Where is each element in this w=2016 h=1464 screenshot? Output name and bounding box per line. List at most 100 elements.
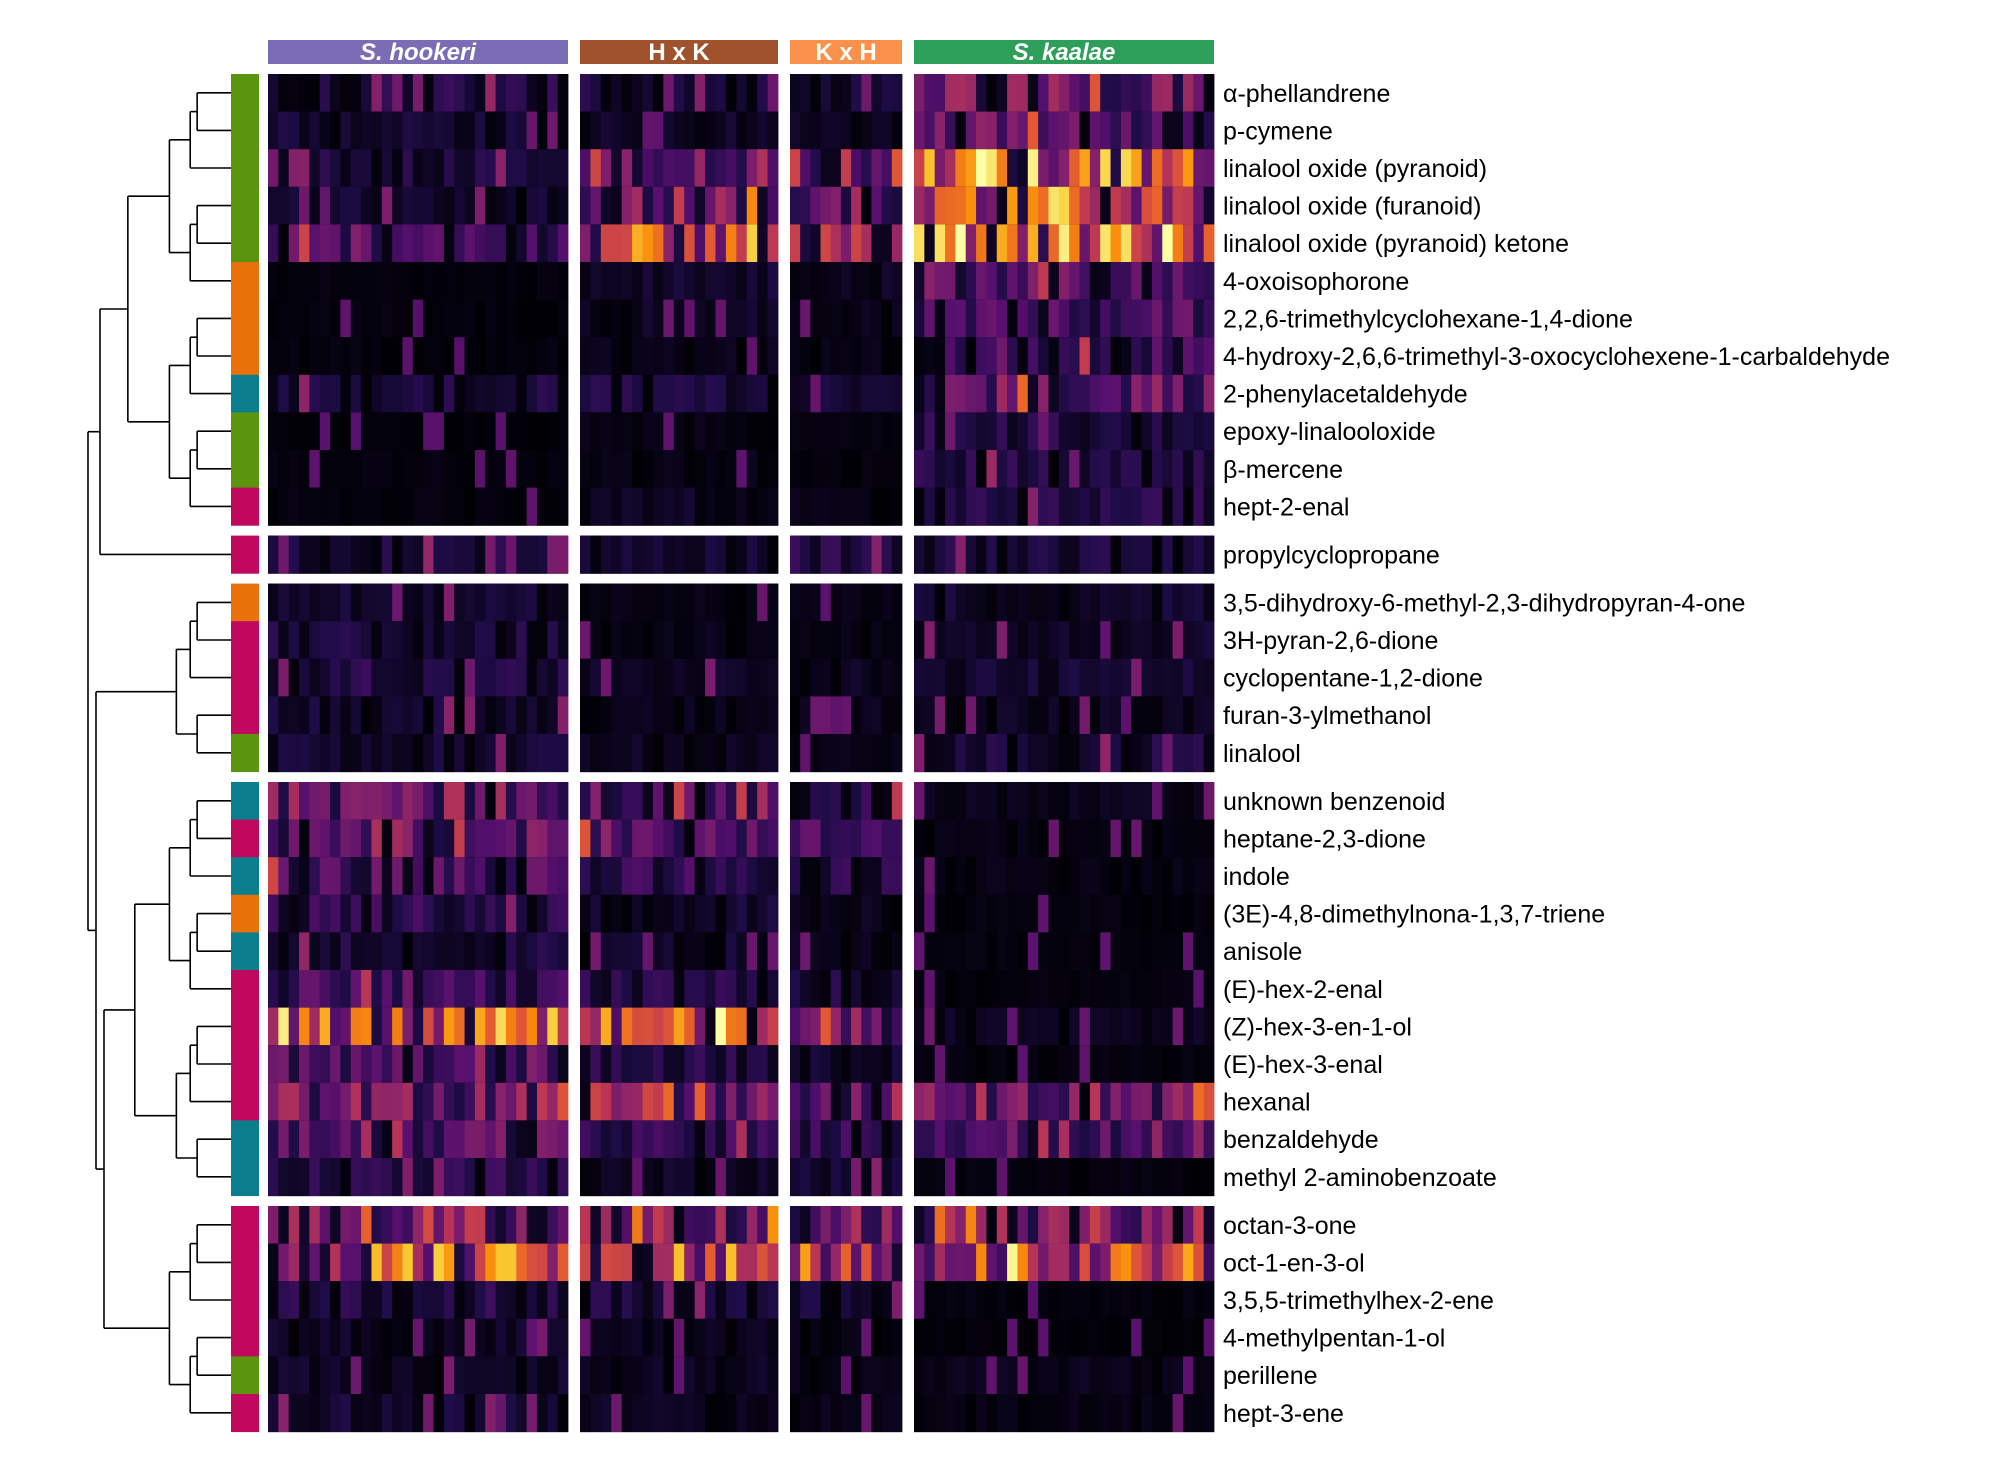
heatmap-cell	[652, 621, 664, 660]
heatmap-cell	[402, 450, 414, 489]
heatmap-cell	[1162, 535, 1174, 574]
heatmap-cell	[684, 1318, 696, 1357]
heatmap-cell	[547, 894, 559, 933]
heatmap-cell	[914, 894, 925, 933]
heatmap-cell	[871, 337, 883, 376]
heatmap-cell	[632, 696, 643, 735]
heatmap-cell	[485, 970, 496, 1009]
heatmap-cell	[955, 74, 967, 113]
heatmap-cell	[851, 149, 862, 188]
heatmap-cell	[340, 658, 352, 697]
heatmap-cell	[309, 1045, 321, 1084]
heatmap-cell	[996, 734, 1008, 773]
heatmap-cell	[1058, 149, 1070, 188]
heatmap-cell	[820, 374, 832, 413]
heatmap-cell	[1110, 819, 1122, 858]
heatmap-cell	[986, 374, 998, 413]
heatmap-cell	[536, 894, 548, 933]
heatmap-cell	[1017, 1281, 1029, 1320]
heatmap-cell	[1193, 970, 1205, 1009]
heatmap-cell	[433, 1045, 445, 1084]
heatmap-cell	[580, 932, 591, 971]
heatmap-cell	[1172, 583, 1184, 622]
heatmap-cell	[443, 857, 455, 896]
heatmap-cell	[810, 819, 821, 858]
heatmap-cell	[288, 224, 300, 263]
heatmap-cell	[1027, 1356, 1039, 1395]
heatmap-cell	[934, 1007, 946, 1046]
heatmap-cell	[590, 932, 602, 971]
heatmap-cell	[767, 1356, 779, 1395]
heatmap-cell	[319, 412, 331, 451]
heatmap-cell	[891, 1082, 903, 1121]
heatmap-cell	[505, 621, 517, 660]
row-label: hept-2-enal	[1223, 493, 1349, 521]
heatmap-cell	[861, 1318, 872, 1357]
heatmap-cell	[1017, 186, 1029, 225]
heatmap-cell	[810, 1082, 821, 1121]
heatmap-cell	[746, 1281, 758, 1320]
heatmap-cell	[454, 111, 465, 150]
heatmap-cell	[1203, 970, 1215, 1009]
heatmap-cell	[381, 734, 393, 773]
heatmap-cell	[505, 1206, 517, 1245]
heatmap-cell	[611, 1120, 623, 1159]
heatmap-cell	[433, 412, 445, 451]
heatmap-cell	[1203, 583, 1215, 622]
column-group-bar-0	[268, 40, 568, 64]
heatmap-cell	[790, 149, 801, 188]
heatmap-cell	[557, 374, 569, 413]
heatmap-cell	[746, 487, 758, 526]
heatmap-cell	[557, 583, 569, 622]
heatmap-cell	[1100, 1318, 1111, 1357]
heatmap-cell	[1017, 224, 1029, 263]
heatmap-cell	[580, 894, 591, 933]
heatmap-cell	[736, 111, 748, 150]
heatmap-cell	[965, 1120, 977, 1159]
heatmap-cell	[965, 1158, 977, 1197]
heatmap-cell	[851, 734, 862, 773]
heatmap-cell	[705, 299, 716, 338]
heatmap-cell	[790, 583, 801, 622]
heatmap-cell	[1079, 224, 1091, 263]
heatmap-cell	[830, 1243, 842, 1282]
heatmap-cell	[891, 111, 903, 150]
heatmap-cell	[580, 74, 591, 113]
heatmap-cell	[924, 487, 936, 526]
heatmap-cell	[1048, 1243, 1060, 1282]
heatmap-cell	[288, 970, 300, 1009]
heatmap-cell	[642, 337, 654, 376]
heatmap-cell	[1193, 1356, 1205, 1395]
heatmap-cell	[1182, 487, 1194, 526]
heatmap-cell	[1017, 1045, 1029, 1084]
heatmap-cell	[1069, 782, 1080, 821]
heatmap-cell	[1027, 299, 1039, 338]
heatmap-cell	[288, 658, 300, 697]
heatmap-cell	[945, 1158, 956, 1197]
heatmap-cell	[392, 450, 403, 489]
heatmap-cell	[392, 621, 403, 660]
heatmap-cell	[663, 932, 675, 971]
heatmap-cell	[1193, 857, 1205, 896]
heatmap-cell	[443, 535, 455, 574]
heatmap-cell	[881, 1206, 893, 1245]
heatmap-cell	[1027, 621, 1039, 660]
heatmap-cell	[464, 1318, 476, 1357]
heatmap-cell	[861, 149, 872, 188]
heatmap-cell	[1193, 450, 1205, 489]
heatmap-cell	[330, 450, 341, 489]
heatmap-cell	[861, 1394, 872, 1433]
heatmap-cell	[924, 583, 936, 622]
heatmap-cell	[673, 782, 685, 821]
row-label: heptane-2,3-dione	[1223, 825, 1426, 853]
heatmap-cell	[1069, 1120, 1080, 1159]
heatmap-cell	[715, 1206, 727, 1245]
heatmap-cell	[505, 1318, 517, 1357]
heatmap-cell	[767, 1158, 779, 1197]
heatmap-cell	[746, 74, 758, 113]
heatmap-cell	[830, 621, 842, 660]
compound-class-cell-fatty_acid_derivative	[231, 1206, 259, 1245]
heatmap-cell	[746, 857, 758, 896]
heatmap-cell	[642, 1007, 654, 1046]
heatmap-cell	[1193, 1281, 1205, 1320]
